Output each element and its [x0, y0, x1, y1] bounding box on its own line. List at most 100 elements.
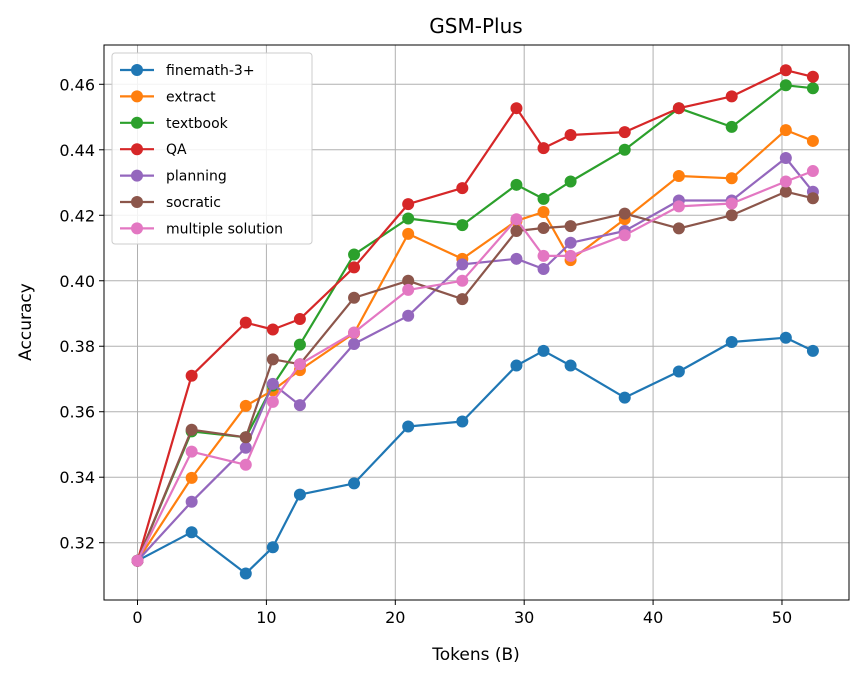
- data-point: [239, 458, 252, 471]
- legend-label: planning: [166, 169, 227, 185]
- legend-label: multiple solution: [166, 221, 283, 237]
- data-point: [348, 261, 361, 274]
- data-point: [402, 274, 415, 287]
- y-tick-label: 0.42: [59, 206, 95, 225]
- y-tick-label: 0.46: [59, 75, 95, 94]
- data-point: [806, 165, 819, 178]
- data-point: [510, 102, 523, 115]
- legend-marker: [131, 116, 143, 129]
- data-point: [266, 377, 279, 390]
- series-line: [136, 170, 814, 562]
- legend-item: extract: [120, 89, 216, 105]
- legend-item: finemath-3+: [120, 63, 255, 79]
- data-point: [672, 169, 685, 182]
- y-tick-label: 0.36: [59, 403, 95, 422]
- y-tick-label: 0.44: [59, 141, 95, 160]
- data-point: [537, 205, 550, 218]
- data-point: [725, 172, 738, 185]
- legend-label: textbook: [166, 116, 229, 132]
- data-point: [131, 554, 144, 567]
- data-point: [348, 248, 361, 261]
- y-tick-label: 0.38: [59, 337, 95, 356]
- legend: finemath-3+ extract textbook QA planning socr…: [111, 52, 313, 245]
- data-point: [806, 70, 819, 83]
- data-point: [537, 222, 550, 235]
- legend-item: textbook: [120, 116, 229, 132]
- data-point: [672, 222, 685, 235]
- legend-label: extract: [166, 89, 216, 105]
- x-tick-label: 0: [132, 608, 142, 627]
- data-point: [564, 129, 577, 142]
- legend-label: socratic: [166, 195, 221, 211]
- data-point: [725, 197, 738, 210]
- data-point: [618, 229, 631, 242]
- legend-label: QA: [166, 142, 187, 158]
- data-point: [239, 441, 252, 454]
- data-point: [293, 313, 306, 326]
- data-point: [537, 249, 550, 262]
- series-line: [136, 336, 814, 575]
- data-point: [185, 495, 198, 508]
- legend-item: socratic: [120, 195, 221, 211]
- y-tick-label: 0.32: [59, 534, 95, 553]
- y-tick-label: 0.40: [59, 272, 95, 291]
- data-point: [779, 124, 792, 137]
- data-point: [564, 220, 577, 233]
- series-layer: [131, 64, 819, 580]
- legend-item: multiple solution: [120, 221, 283, 237]
- data-point: [806, 82, 819, 95]
- x-tick-label: 50: [772, 608, 792, 627]
- data-point: [239, 567, 252, 580]
- legend-marker: [131, 222, 143, 235]
- data-point: [456, 182, 469, 195]
- data-point: [537, 262, 550, 275]
- data-point: [266, 541, 279, 554]
- x-tick-label: 10: [256, 608, 276, 627]
- data-point: [806, 344, 819, 357]
- data-point: [348, 337, 361, 350]
- data-point: [725, 90, 738, 103]
- data-point: [293, 488, 306, 501]
- legend-item: QA: [120, 142, 187, 158]
- plot-frame: [103, 44, 850, 601]
- series-qa: [131, 64, 819, 567]
- data-point: [779, 64, 792, 77]
- legend-marker: [131, 196, 143, 208]
- data-point: [185, 526, 198, 539]
- series-line: [136, 190, 814, 562]
- data-point: [402, 420, 415, 433]
- data-point: [510, 178, 523, 191]
- y-tick-label: 0.34: [59, 468, 95, 487]
- chart-title: GSM-Plus: [429, 14, 522, 38]
- data-point: [348, 326, 361, 339]
- data-point: [402, 198, 415, 211]
- legend-item: planning: [120, 169, 227, 185]
- data-point: [618, 207, 631, 220]
- data-point: [266, 395, 279, 408]
- x-axis: 0 10 20 30 40 50: [132, 600, 792, 627]
- data-point: [618, 143, 631, 156]
- data-point: [806, 134, 819, 147]
- data-point: [537, 192, 550, 205]
- x-tick-label: 40: [643, 608, 663, 627]
- series-finemath-3-: [131, 331, 819, 580]
- legend-marker: [131, 143, 143, 156]
- y-axis: 0.32 0.34 0.36 0.38 0.40 0.42 0.44 0.46: [59, 75, 104, 553]
- data-point: [779, 151, 792, 164]
- data-point: [779, 175, 792, 188]
- data-point: [185, 445, 198, 458]
- data-point: [185, 423, 198, 436]
- data-point: [402, 227, 415, 240]
- data-point: [239, 399, 252, 412]
- x-tick-label: 20: [385, 608, 405, 627]
- data-point: [725, 335, 738, 348]
- x-axis-label: Tokens (B): [431, 645, 520, 665]
- data-point: [537, 142, 550, 155]
- data-point: [348, 291, 361, 304]
- legend-marker: [131, 169, 143, 182]
- data-point: [725, 120, 738, 133]
- data-point: [185, 471, 198, 484]
- data-point: [348, 477, 361, 490]
- data-point: [779, 331, 792, 344]
- data-point: [456, 258, 469, 271]
